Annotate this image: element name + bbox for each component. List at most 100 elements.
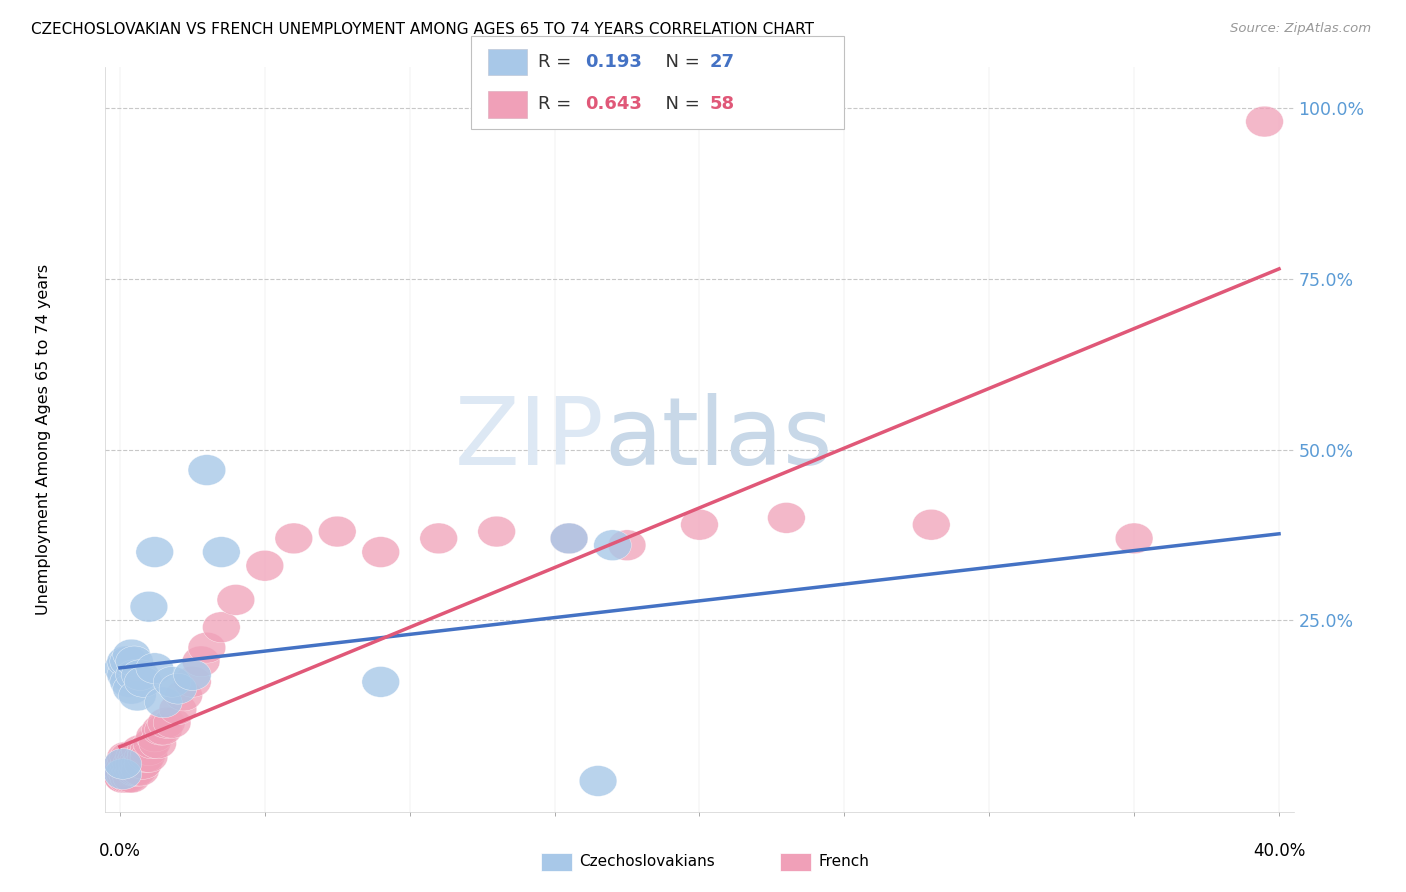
Ellipse shape bbox=[145, 687, 183, 718]
Text: 40.0%: 40.0% bbox=[1253, 842, 1305, 861]
Ellipse shape bbox=[202, 537, 240, 567]
Ellipse shape bbox=[1246, 106, 1284, 137]
Ellipse shape bbox=[112, 756, 150, 786]
Text: atlas: atlas bbox=[605, 393, 832, 485]
Ellipse shape bbox=[136, 721, 173, 752]
Ellipse shape bbox=[127, 735, 165, 765]
Ellipse shape bbox=[136, 537, 173, 567]
Ellipse shape bbox=[768, 502, 806, 533]
Ellipse shape bbox=[104, 756, 142, 786]
Text: 0.643: 0.643 bbox=[585, 95, 641, 113]
Ellipse shape bbox=[124, 748, 162, 780]
Ellipse shape bbox=[153, 666, 191, 698]
Ellipse shape bbox=[579, 765, 617, 797]
Ellipse shape bbox=[107, 646, 145, 677]
Text: Unemployment Among Ages 65 to 74 years: Unemployment Among Ages 65 to 74 years bbox=[37, 264, 51, 615]
Ellipse shape bbox=[104, 762, 142, 793]
Ellipse shape bbox=[104, 748, 142, 780]
Ellipse shape bbox=[131, 591, 167, 622]
Ellipse shape bbox=[104, 748, 142, 780]
Ellipse shape bbox=[121, 735, 159, 765]
Ellipse shape bbox=[112, 748, 150, 780]
Text: Source: ZipAtlas.com: Source: ZipAtlas.com bbox=[1230, 22, 1371, 36]
Ellipse shape bbox=[550, 523, 588, 554]
Ellipse shape bbox=[202, 612, 240, 642]
Ellipse shape bbox=[115, 741, 153, 772]
Ellipse shape bbox=[1115, 523, 1153, 554]
Ellipse shape bbox=[110, 646, 148, 677]
Ellipse shape bbox=[912, 509, 950, 540]
Ellipse shape bbox=[131, 741, 167, 772]
Ellipse shape bbox=[124, 666, 162, 698]
Ellipse shape bbox=[246, 550, 284, 581]
Ellipse shape bbox=[112, 673, 150, 704]
Ellipse shape bbox=[188, 455, 226, 485]
Ellipse shape bbox=[115, 660, 153, 690]
Ellipse shape bbox=[159, 694, 197, 724]
Ellipse shape bbox=[173, 660, 211, 690]
Ellipse shape bbox=[112, 640, 150, 670]
Ellipse shape bbox=[153, 707, 191, 739]
Ellipse shape bbox=[110, 762, 148, 793]
Text: ZIP: ZIP bbox=[454, 393, 605, 485]
Ellipse shape bbox=[104, 756, 142, 786]
Ellipse shape bbox=[121, 748, 159, 780]
Ellipse shape bbox=[107, 748, 145, 780]
Ellipse shape bbox=[110, 741, 148, 772]
Ellipse shape bbox=[131, 735, 167, 765]
Ellipse shape bbox=[104, 762, 142, 793]
Ellipse shape bbox=[107, 762, 145, 793]
Ellipse shape bbox=[118, 681, 156, 711]
Ellipse shape bbox=[217, 584, 254, 615]
Ellipse shape bbox=[112, 762, 150, 793]
Ellipse shape bbox=[127, 741, 165, 772]
Ellipse shape bbox=[165, 681, 202, 711]
Text: French: French bbox=[818, 855, 869, 869]
Ellipse shape bbox=[183, 646, 219, 677]
Ellipse shape bbox=[134, 728, 170, 759]
Ellipse shape bbox=[420, 523, 457, 554]
Ellipse shape bbox=[107, 660, 145, 690]
Ellipse shape bbox=[124, 741, 162, 772]
Text: N =: N = bbox=[654, 95, 706, 113]
Text: CZECHOSLOVAKIAN VS FRENCH UNEMPLOYMENT AMONG AGES 65 TO 74 YEARS CORRELATION CHA: CZECHOSLOVAKIAN VS FRENCH UNEMPLOYMENT A… bbox=[31, 22, 814, 37]
Ellipse shape bbox=[118, 756, 156, 786]
Text: 0.193: 0.193 bbox=[585, 53, 641, 71]
Ellipse shape bbox=[104, 653, 142, 683]
Ellipse shape bbox=[118, 741, 156, 772]
Ellipse shape bbox=[107, 756, 145, 786]
Ellipse shape bbox=[139, 728, 176, 759]
Ellipse shape bbox=[121, 756, 159, 786]
Text: 58: 58 bbox=[710, 95, 735, 113]
Text: 27: 27 bbox=[710, 53, 735, 71]
Ellipse shape bbox=[361, 666, 399, 698]
Ellipse shape bbox=[318, 516, 356, 547]
Ellipse shape bbox=[681, 509, 718, 540]
Ellipse shape bbox=[121, 660, 159, 690]
Ellipse shape bbox=[115, 646, 153, 677]
Text: R =: R = bbox=[538, 53, 578, 71]
Ellipse shape bbox=[104, 759, 142, 789]
Ellipse shape bbox=[609, 530, 645, 560]
Ellipse shape bbox=[173, 666, 211, 698]
Text: Czechoslovakians: Czechoslovakians bbox=[579, 855, 716, 869]
Ellipse shape bbox=[478, 516, 516, 547]
Ellipse shape bbox=[110, 748, 148, 780]
Ellipse shape bbox=[145, 714, 183, 745]
Ellipse shape bbox=[361, 537, 399, 567]
Ellipse shape bbox=[148, 707, 186, 739]
Text: R =: R = bbox=[538, 95, 578, 113]
Ellipse shape bbox=[188, 632, 226, 663]
Text: N =: N = bbox=[654, 53, 706, 71]
Ellipse shape bbox=[136, 653, 173, 683]
Ellipse shape bbox=[107, 741, 145, 772]
Ellipse shape bbox=[276, 523, 312, 554]
Ellipse shape bbox=[115, 756, 153, 786]
Ellipse shape bbox=[118, 748, 156, 780]
Ellipse shape bbox=[142, 714, 180, 745]
Text: 0.0%: 0.0% bbox=[98, 842, 141, 861]
Ellipse shape bbox=[593, 530, 631, 560]
Ellipse shape bbox=[550, 523, 588, 554]
Ellipse shape bbox=[110, 756, 148, 786]
Ellipse shape bbox=[110, 666, 148, 698]
